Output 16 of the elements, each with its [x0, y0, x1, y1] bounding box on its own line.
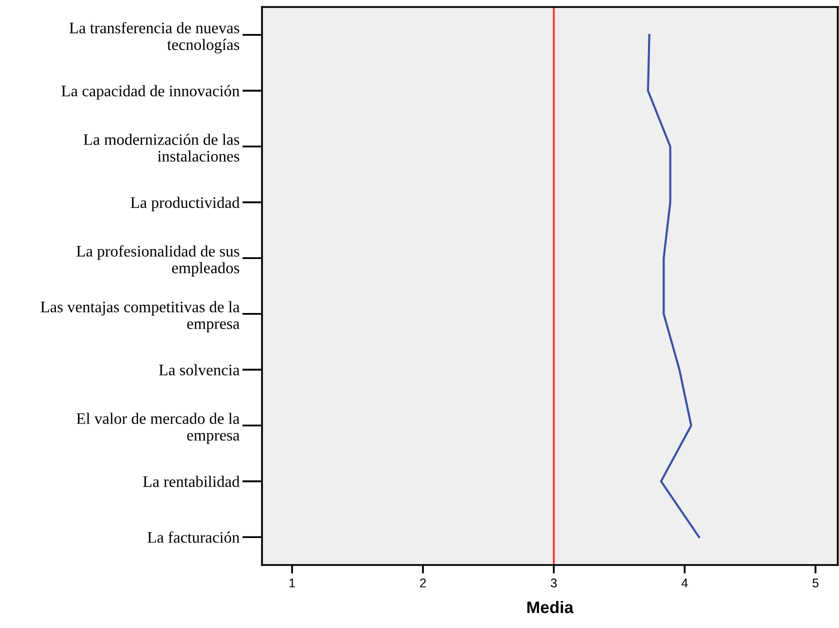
x-tick-label: 4 [681, 578, 688, 588]
y-tick-label: La capacidad de innovación [62, 85, 240, 100]
y-tick-label: La rentabilidad [143, 476, 240, 487]
y-tick-label: La profesionalidad de sus empleados [76, 245, 240, 277]
y-tick-label: La solvencia [159, 364, 240, 376]
x-tick-label: 1 [290, 578, 295, 588]
x-tick-label: 3 [550, 578, 557, 588]
x-axis-title: Media [527, 600, 574, 614]
y-tick-label: La productividad [130, 196, 240, 212]
y-tick-label: La facturación [148, 531, 240, 543]
y-tick-label: Las ventajas competitivas de la empresa [40, 301, 240, 332]
x-tick-label: 5 [812, 578, 818, 588]
x-tick-label: 2 [420, 578, 426, 588]
y-tick-label: La modernización de las instalaciones [84, 134, 240, 162]
y-tick-label: La transferencia de nuevas tecnologías [70, 22, 240, 54]
y-tick-label: El valor de mercado de la empresa [76, 412, 240, 444]
